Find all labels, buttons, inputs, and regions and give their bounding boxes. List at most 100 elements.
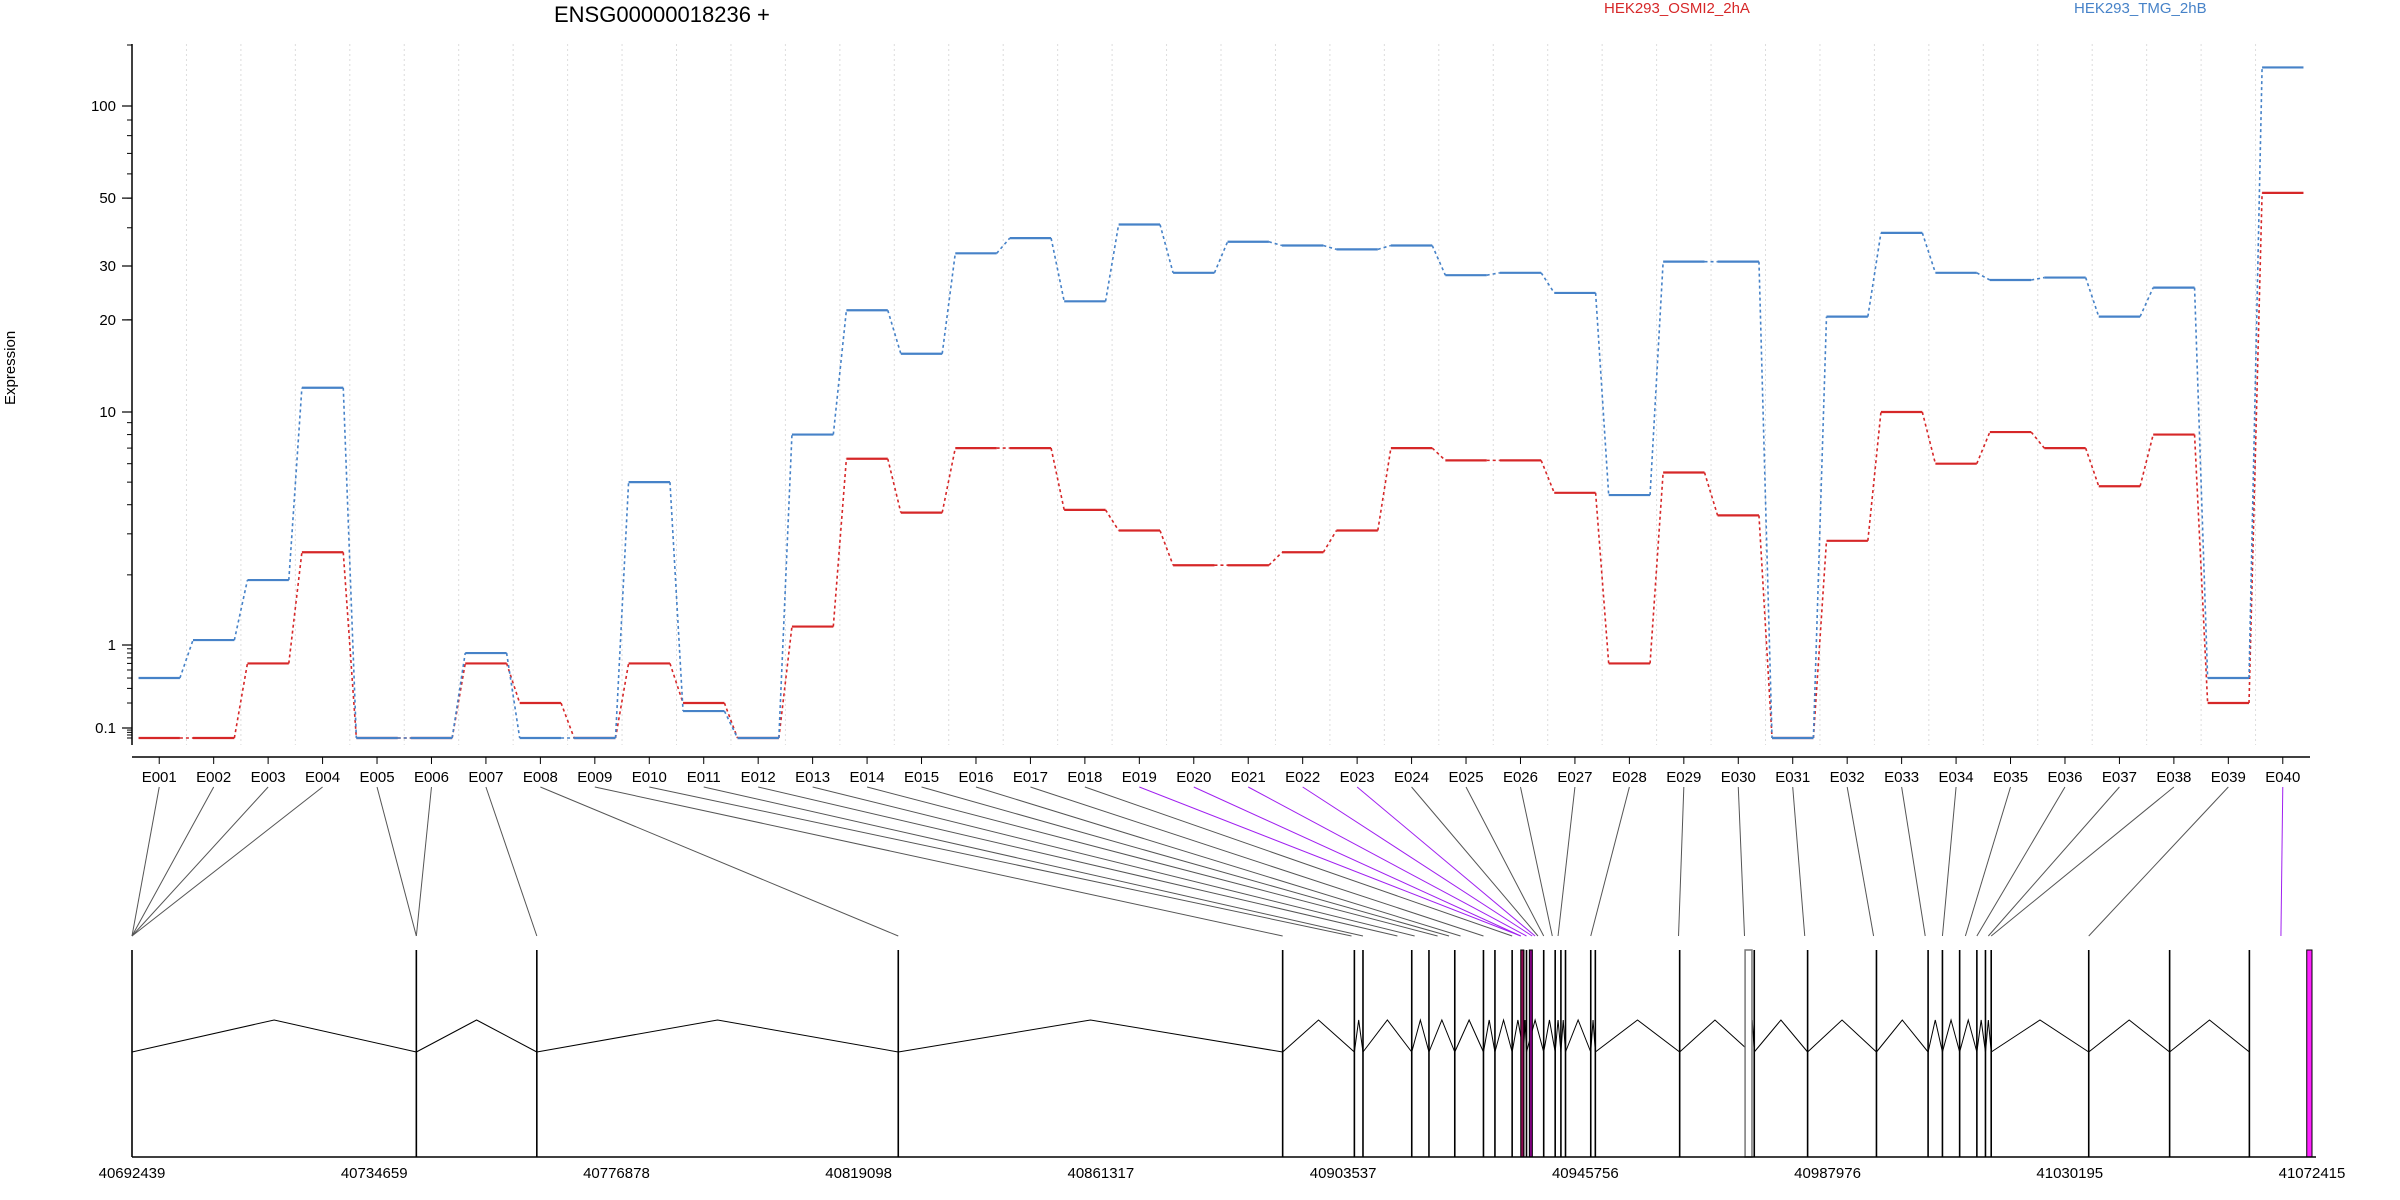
x-tick-label-E025: E025 (1449, 769, 1484, 786)
x-tick-label-E027: E027 (1557, 769, 1592, 786)
intron-chevron (1679, 1019, 1751, 1053)
x-tick-label-E040: E040 (2265, 769, 2300, 786)
connector-line-E023 (1356, 786, 1536, 937)
series-segment (2248, 192, 2263, 704)
intron-chevron (1494, 1018, 1513, 1053)
coordinate-tick-label: 40734659 (341, 1165, 408, 1182)
connector-line-E012 (758, 786, 1398, 937)
coordinate-tick-label: 40776878 (583, 1165, 650, 1182)
connector-line-E026 (1519, 786, 1553, 937)
x-tick-label-E008: E008 (523, 769, 558, 786)
x-tick-label-E012: E012 (741, 769, 776, 786)
series-segment (1268, 241, 1283, 247)
coordinate-tick-label: 40692439 (99, 1165, 166, 1182)
x-tick-label-E037: E037 (2102, 769, 2137, 786)
series-segment (832, 310, 848, 435)
connector-line-E014 (866, 786, 1438, 937)
connector-line-E010 (649, 786, 1352, 937)
series-segment (1758, 515, 1773, 739)
x-tick-label-E036: E036 (2047, 769, 2082, 786)
series-segment (1104, 224, 1120, 302)
series-segment (2084, 447, 2100, 487)
y-tick-label: 30 (99, 258, 116, 275)
intron-chevron (1482, 1019, 1496, 1053)
series-segment (288, 552, 303, 664)
series-segment (2139, 434, 2154, 487)
x-tick-label-E011: E011 (687, 769, 721, 786)
series-segment (1213, 241, 1229, 274)
series-segment (1812, 316, 1828, 739)
series-segment (505, 663, 521, 704)
intron-chevron (2088, 1019, 2170, 1053)
series-segment (1050, 447, 1065, 511)
connector-line-E039 (2088, 786, 2229, 937)
intron-chevron (1560, 1019, 1567, 1053)
y-tick-label: 0.1 (95, 720, 116, 737)
connector-line-E038 (1990, 786, 2175, 937)
series-segment (1322, 530, 1338, 553)
series-segment (1594, 292, 1610, 496)
connector-line-E018 (1084, 786, 1513, 937)
series-segment (1323, 244, 1337, 251)
series-segment (723, 702, 739, 739)
series-segment (560, 702, 575, 739)
connector-line-E028 (1590, 786, 1630, 937)
coordinate-tick-label: 40819098 (825, 1165, 892, 1182)
x-tick-label-E024: E024 (1394, 769, 1429, 786)
series-segment (1486, 272, 1500, 276)
x-tick-label-E021: E021 (1231, 769, 1266, 786)
series-segment (1594, 492, 1610, 664)
y-tick-label: 20 (99, 312, 116, 329)
series-segment (941, 447, 957, 513)
intron-chevron (1554, 1019, 1562, 1053)
x-tick-label-E028: E028 (1612, 769, 1647, 786)
gene-model (131, 949, 2313, 1158)
x-tick-label-E026: E026 (1503, 769, 1538, 786)
x-tick-label-E034: E034 (1939, 769, 1974, 786)
series-segment (723, 710, 739, 739)
x-tick-label-E018: E018 (1067, 769, 1102, 786)
series-segment (342, 387, 358, 739)
coordinate-tick-label: 41030195 (2036, 1165, 2103, 1182)
series-segment (179, 639, 194, 679)
intron-chevron (2169, 1019, 2250, 1053)
y-tick-label: 1 (108, 637, 116, 654)
series-segment (1377, 447, 1392, 531)
intron-chevron (1876, 1019, 1929, 1053)
connector-line-E017 (1030, 786, 1484, 937)
series-segment (2193, 434, 2209, 704)
series-segment (1377, 244, 1392, 251)
series-segment (1703, 472, 1719, 516)
series-segment (1104, 509, 1120, 531)
x-tick-label-E019: E019 (1122, 769, 1157, 786)
series-segment (1050, 237, 1065, 302)
connector-line-E021 (1247, 786, 1527, 937)
series-tmg (138, 66, 2304, 740)
x-tick-label-E013: E013 (795, 769, 830, 786)
connector-line-E001 (131, 786, 160, 937)
connector-line-E025 (1465, 786, 1545, 937)
series-segment (886, 310, 902, 354)
series-segment (778, 434, 793, 739)
coordinate-tick-label: 40861317 (1068, 1165, 1135, 1182)
series-segment (1867, 411, 1882, 541)
intron-chevron (1976, 1019, 1986, 1053)
x-tick-label-E035: E035 (1993, 769, 2028, 786)
series-segment (505, 652, 521, 739)
y-tick-label: 50 (99, 190, 116, 207)
series-segment (342, 552, 358, 739)
intron-chevron (898, 1019, 1283, 1053)
x-tick-label-E029: E029 (1666, 769, 1701, 786)
intron-chevron (1959, 1018, 1978, 1053)
series-segment (233, 579, 249, 641)
connector-line-E008 (540, 786, 899, 937)
x-tick-label-E005: E005 (360, 769, 395, 786)
intron-chevron (1941, 1018, 1961, 1053)
connector-line-E027 (1557, 786, 1576, 937)
connector-line-E002 (131, 786, 215, 937)
x-tick-label-E010: E010 (632, 769, 667, 786)
connector-line-E020 (1193, 786, 1521, 937)
highlighted-exon (2306, 949, 2313, 1158)
y-axis: 0.1 1 10 20 30 50 100 (91, 44, 133, 745)
